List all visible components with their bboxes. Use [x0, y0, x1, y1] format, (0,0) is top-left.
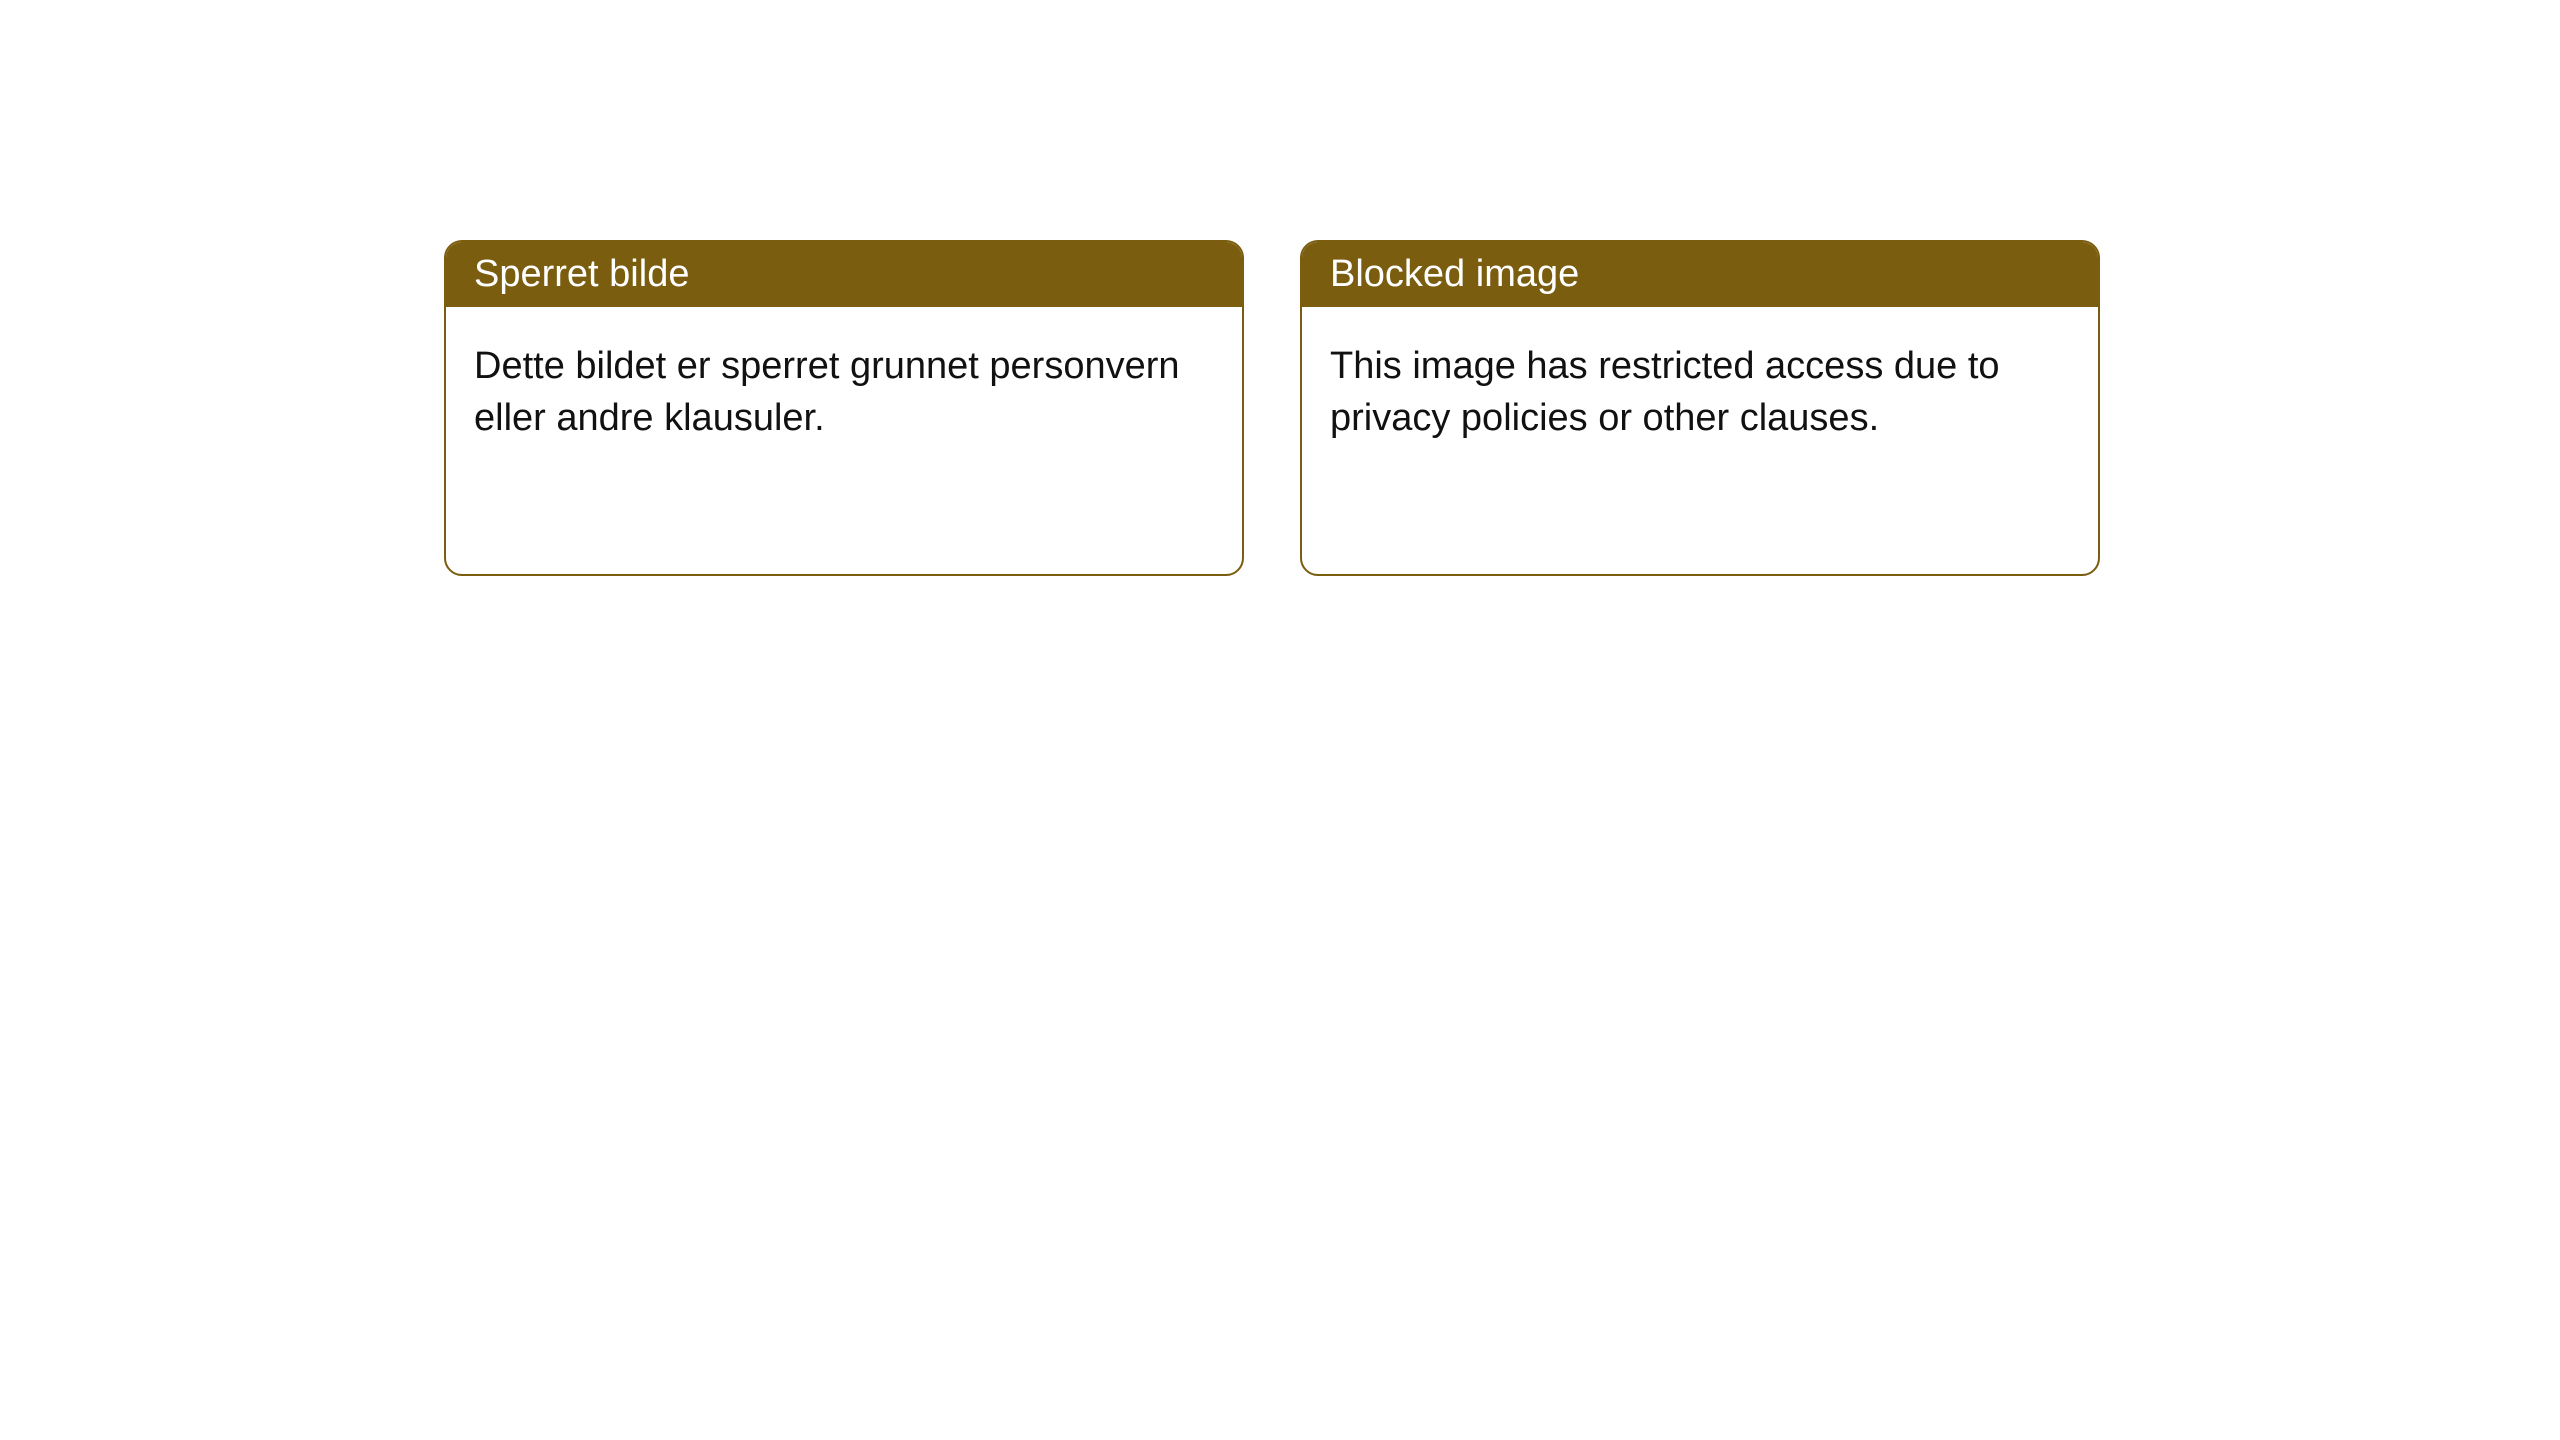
card-header: Sperret bilde [446, 242, 1242, 307]
blocked-image-card-norwegian: Sperret bilde Dette bildet er sperret gr… [444, 240, 1244, 576]
notice-cards-container: Sperret bilde Dette bildet er sperret gr… [0, 0, 2560, 576]
card-body: This image has restricted access due to … [1302, 307, 2098, 478]
card-header: Blocked image [1302, 242, 2098, 307]
card-title: Sperret bilde [474, 253, 689, 295]
card-title: Blocked image [1330, 253, 1579, 295]
card-body-text: This image has restricted access due to … [1330, 345, 2000, 438]
blocked-image-card-english: Blocked image This image has restricted … [1300, 240, 2100, 576]
card-body: Dette bildet er sperret grunnet personve… [446, 307, 1242, 478]
card-body-text: Dette bildet er sperret grunnet personve… [474, 345, 1180, 438]
